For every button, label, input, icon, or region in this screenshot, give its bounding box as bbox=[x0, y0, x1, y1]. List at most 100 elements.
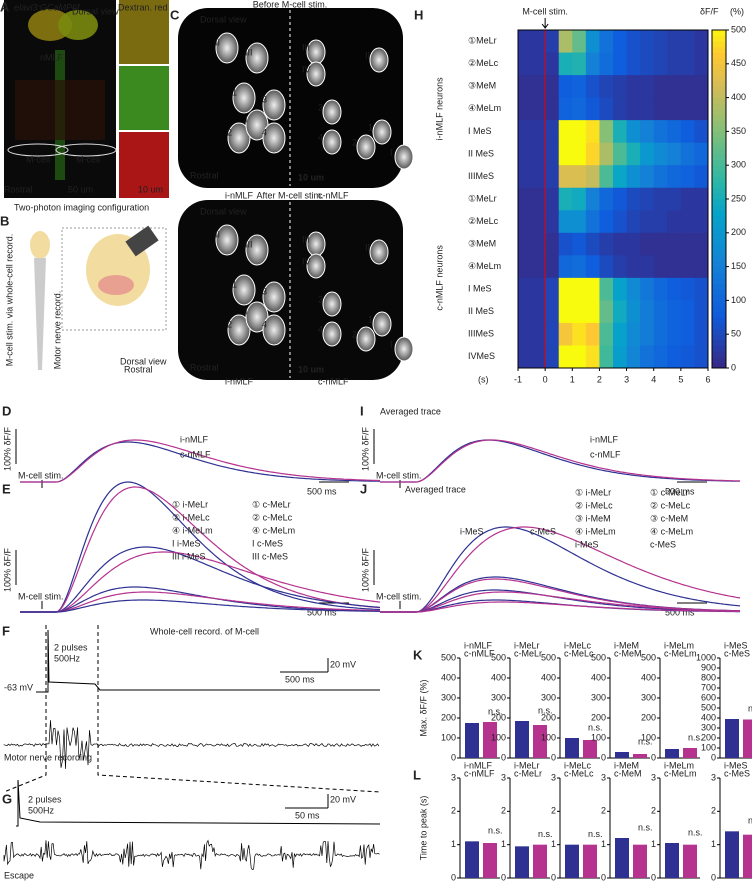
colorbar-step bbox=[712, 53, 726, 59]
y-tick-label: 500 bbox=[491, 652, 506, 662]
panel-label: K bbox=[413, 647, 423, 662]
heat-cell bbox=[613, 300, 627, 323]
heat-cell bbox=[681, 53, 695, 76]
heat-cell bbox=[586, 30, 600, 53]
colorbar-step bbox=[712, 357, 726, 363]
y-tick-label: 1 bbox=[451, 839, 456, 849]
heat-cell bbox=[667, 345, 681, 368]
label: III bbox=[302, 42, 310, 52]
heat-cell bbox=[586, 98, 600, 121]
label: I bbox=[245, 306, 248, 316]
legend-entry: ② i-MeLc bbox=[575, 500, 613, 510]
y-tick-label: 200 bbox=[541, 712, 556, 722]
heat-cell bbox=[545, 188, 559, 211]
label: 4 bbox=[318, 324, 323, 334]
row-label: IIIMeS bbox=[468, 171, 494, 181]
y-tick-label: 3 bbox=[551, 772, 556, 782]
y-tick-label: 0 bbox=[501, 872, 506, 882]
heat-cell bbox=[586, 53, 600, 76]
bar bbox=[683, 845, 697, 878]
heat-cell bbox=[518, 165, 532, 188]
label: 4 bbox=[262, 127, 267, 137]
colorbar-step bbox=[712, 58, 726, 64]
y-tick-label: 0 bbox=[651, 752, 656, 762]
y-tick-label: 3 bbox=[711, 772, 716, 782]
x-tick-label: 3 bbox=[624, 374, 629, 384]
heat-cell bbox=[532, 210, 546, 233]
y-tick-label: 100 bbox=[491, 732, 506, 742]
y-tick-label: 300 bbox=[591, 692, 606, 702]
legend-entry: ① c-MeLr bbox=[650, 487, 689, 497]
cell-outline bbox=[373, 312, 391, 336]
bar bbox=[633, 845, 647, 878]
vm-trace-g bbox=[16, 780, 380, 826]
heat-cell bbox=[627, 143, 641, 166]
heat-cell bbox=[681, 300, 695, 323]
label: Time to peak (s) bbox=[418, 796, 428, 861]
x-tick-label: 2 bbox=[597, 374, 602, 384]
heat-cell bbox=[545, 120, 559, 143]
label: c-MeLr bbox=[514, 648, 542, 658]
label: i-nMLF bbox=[180, 434, 209, 444]
label: Rostral bbox=[4, 184, 33, 194]
heat-cell bbox=[627, 323, 641, 346]
cell-outline bbox=[373, 120, 391, 144]
heat-cell bbox=[545, 210, 559, 233]
panel-label: G bbox=[2, 791, 12, 806]
heat-cell bbox=[572, 75, 586, 98]
colorbar-step bbox=[712, 250, 726, 256]
heat-cell bbox=[545, 345, 559, 368]
legend-entry: c-MeS bbox=[650, 539, 676, 549]
heat-cell bbox=[532, 188, 546, 211]
label: M-cell stim. via whole-cell record. bbox=[4, 234, 14, 367]
heat-cell bbox=[559, 30, 573, 53]
heat-cell bbox=[559, 75, 573, 98]
heat-cell bbox=[559, 143, 573, 166]
heat-cell bbox=[559, 323, 573, 346]
heat-cell bbox=[627, 98, 641, 121]
colorbar-step bbox=[712, 267, 726, 273]
heat-cell bbox=[532, 300, 546, 323]
heat-cell bbox=[559, 98, 573, 121]
y-tick-label: 500 bbox=[701, 702, 716, 712]
label: III bbox=[245, 47, 253, 57]
heat-cell bbox=[681, 75, 695, 98]
label: Dorsal view bbox=[200, 14, 247, 24]
colorbar-step bbox=[712, 284, 726, 290]
label: i-nMLF neurons bbox=[434, 77, 444, 141]
heat-cell bbox=[545, 300, 559, 323]
label: c-nMLF neurons bbox=[434, 245, 444, 311]
label: M-cell bbox=[76, 154, 100, 164]
label: IV bbox=[302, 256, 311, 266]
heat-cell bbox=[613, 53, 627, 76]
label: M-cell stim. bbox=[376, 591, 422, 601]
label: c-nMLF bbox=[318, 376, 349, 386]
label: c-MeS bbox=[530, 526, 556, 536]
heat-cell bbox=[586, 75, 600, 98]
y-tick-label: 2 bbox=[551, 806, 556, 816]
x-tick-label: 4 bbox=[651, 374, 656, 384]
legend-entry: I i-MeS bbox=[172, 538, 201, 548]
heat-cell bbox=[613, 165, 627, 188]
colorbar-tick-label: 350 bbox=[731, 126, 746, 136]
trace bbox=[380, 440, 740, 482]
heat-cell bbox=[613, 75, 627, 98]
bar bbox=[615, 838, 629, 878]
row-label: II MeS bbox=[468, 306, 494, 316]
label: i-nMLF bbox=[225, 190, 254, 200]
heat-cell bbox=[613, 143, 627, 166]
bar bbox=[615, 752, 629, 758]
label: 500 ms bbox=[285, 674, 315, 684]
label: 1 bbox=[232, 279, 237, 289]
colorbar-step bbox=[712, 289, 726, 295]
heat-cell bbox=[613, 345, 627, 368]
heat-cell bbox=[681, 30, 695, 53]
label: Averaged trace bbox=[405, 484, 466, 494]
heat-cell bbox=[545, 75, 559, 98]
heat-cell bbox=[640, 255, 654, 278]
heat-cell bbox=[694, 98, 708, 121]
legend-entry: ④ i-MeLm bbox=[575, 526, 616, 536]
label: M-cell bbox=[26, 154, 50, 164]
heat-cell bbox=[532, 98, 546, 121]
label: Rostral bbox=[190, 170, 219, 180]
